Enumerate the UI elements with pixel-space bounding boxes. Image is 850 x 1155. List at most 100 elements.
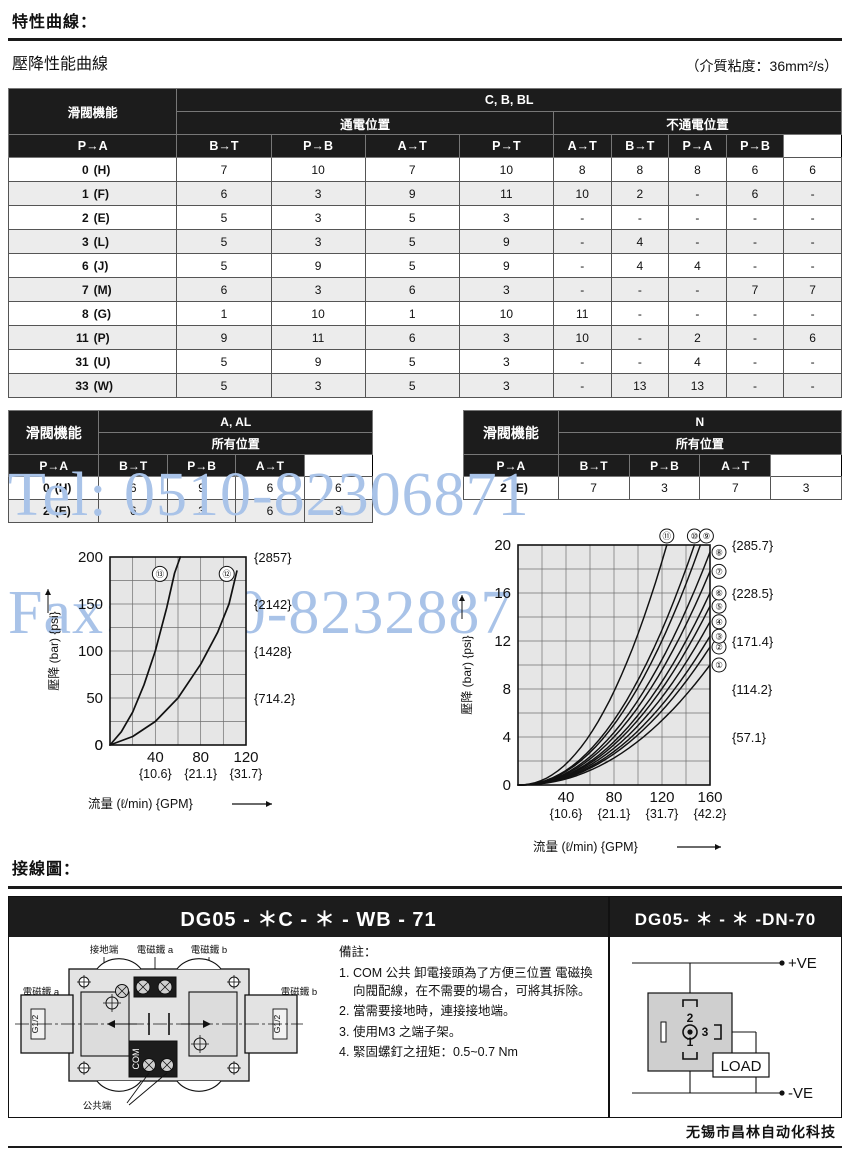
- cell-main-value: 6: [176, 277, 272, 302]
- cell-n-value: 3: [770, 476, 842, 500]
- cell-main-value: 6: [725, 157, 785, 182]
- chart-pressure-drop-right: ① ② ③ ④ ⑤ ⑥ ⑦ ⑧ ⑪ ⑩ ⑨ 0 4 8 12 16 20 {57.1} {114.2} {171.4}…: [445, 528, 850, 863]
- svg-text:1: 1: [687, 1035, 694, 1049]
- table-row: 11 (P) 9 11 6 3 10-2-6: [7, 325, 842, 350]
- cell-main-value: -: [610, 349, 670, 374]
- cell-n-value: 7: [699, 476, 772, 500]
- svg-text:LOAD: LOAD: [721, 1058, 762, 1075]
- svg-text:+VE: +VE: [788, 955, 817, 972]
- cell-main-value: -: [725, 253, 785, 278]
- cell-spool-function: 3 (L): [7, 229, 178, 254]
- table-row: 1 (F) 6 3 9 11 10 2-6-: [7, 181, 842, 206]
- table-n-group-row: 滑閥機能 N: [463, 410, 843, 455]
- cell-main-value: 6: [176, 181, 272, 206]
- svg-text:40: 40: [147, 749, 164, 766]
- cell-main-value: 3: [458, 373, 554, 398]
- svg-text:{21.1}: {21.1}: [598, 807, 631, 821]
- cell-main-value: 11: [270, 325, 366, 350]
- cell-main-value: 9: [458, 229, 554, 254]
- curve-13: [109, 556, 182, 746]
- svg-text:16: 16: [494, 585, 511, 602]
- table-row: 8 (G) 1 10 1 10 11- - - -: [7, 301, 842, 326]
- note-text: 當需要接地時，連接接地端。: [353, 1004, 516, 1019]
- cell-main-value: 6: [364, 277, 460, 302]
- curve-10: [517, 544, 696, 786]
- cell-main-value: 10: [552, 181, 612, 206]
- table-row: 3 (L) 5 3 5 9-4- - -: [7, 229, 842, 254]
- svg-text:②: ②: [715, 642, 723, 652]
- cell-main-value: -: [552, 229, 612, 254]
- wiring-header-wb71: DG05 - ＊C - ＊ - WB - 71: [9, 897, 608, 937]
- th-all-positions-n: 所有位置: [557, 432, 843, 455]
- cell-main-value: 4: [668, 349, 727, 374]
- cell-main-value: 2: [668, 325, 727, 350]
- wiring-notes: 備註： 1. COM 公共 卸電接頭為了方便三位置 電磁換向閥配線，在不需要的場合…: [339, 943, 601, 1063]
- wiring-panel-divider: [608, 897, 610, 1117]
- table-pressure-drop-cbbl: 滑閥機能 C, B, BL 通電位置 不通電位置 P→A B→T P→B A→T P→T…: [7, 88, 843, 398]
- svg-text:{228.5}: {228.5}: [732, 586, 774, 601]
- svg-text:{1428}: {1428}: [254, 644, 292, 659]
- note-marker: 1.: [339, 966, 350, 981]
- cell-main-value: 1: [176, 301, 272, 326]
- cell-main-value: 4: [668, 253, 727, 278]
- th-flowpath-main-4: A→T: [364, 134, 460, 158]
- svg-text:{10.6}: {10.6}: [550, 807, 583, 821]
- th-flowpath-main-2: B→T: [176, 134, 272, 158]
- th-flowpath-main-3: P→B: [270, 134, 366, 158]
- divider-rule-bottom: [8, 1146, 842, 1148]
- note-item: 1. COM 公共 卸電接頭為了方便三位置 電磁換向閥配線，在不需要的場合，可將其…: [339, 964, 601, 1000]
- cell-spool-function: 8 (G): [7, 301, 178, 326]
- svg-text:電磁鐵 b: 電磁鐵 b: [191, 944, 227, 956]
- svg-text:③: ③: [715, 631, 723, 641]
- svg-text:20: 20: [494, 537, 511, 554]
- cell-main-value: 11: [458, 181, 554, 206]
- th-function-a: 滑閥機能: [7, 410, 100, 455]
- cell-main-value: 5: [364, 373, 460, 398]
- svg-text:流量 (ℓ/min) {GPM}: 流量 (ℓ/min) {GPM}: [533, 840, 638, 854]
- cell-main-value: -: [783, 253, 842, 278]
- th-energized: 通電位置: [176, 111, 554, 135]
- cell-spool-function: 0 (H): [7, 476, 100, 500]
- cell-main-value: 5: [364, 205, 460, 230]
- svg-text:①: ①: [715, 660, 723, 670]
- cell-main-value: 1: [364, 301, 460, 326]
- table-header-position-row: 通電位置 不通電位置: [9, 111, 843, 135]
- cell-main-value: -: [610, 205, 670, 230]
- svg-text:{42.2}: {42.2}: [694, 807, 727, 821]
- svg-text:{31.7}: {31.7}: [646, 807, 679, 821]
- th-flowpath-main-7: B→T: [610, 134, 670, 158]
- cell-main-value: 9: [176, 325, 272, 350]
- svg-text:⑥: ⑥: [715, 588, 723, 598]
- table-body-main: 0 (H) 7 10 7 10 8 8 8 6 6 1 (F) 6 3 9 11 10 2-6-2 (E) 5 3 5 3- -…: [7, 157, 842, 398]
- th-function-n: 滑閥機能: [463, 410, 559, 455]
- svg-text:{57.1}: {57.1}: [732, 730, 767, 745]
- cell-main-value: -: [725, 349, 785, 374]
- th-group-n: N: [557, 410, 843, 433]
- svg-text:8: 8: [503, 681, 511, 698]
- svg-text:80: 80: [606, 789, 623, 806]
- cell-main-value: -: [668, 229, 727, 254]
- svg-text:COM: COM: [131, 1049, 141, 1070]
- cell-main-value: 7: [176, 157, 272, 182]
- svg-text:150: 150: [78, 596, 103, 613]
- cell-main-value: 5: [364, 349, 460, 374]
- cell-main-value: -: [783, 205, 842, 230]
- svg-text:2: 2: [687, 1011, 694, 1025]
- th-flowpath-main-8: P→A: [668, 134, 727, 158]
- cell-main-value: -: [725, 373, 785, 398]
- table-row: 6 (J) 5 9 5 9-4 4- -: [7, 253, 842, 278]
- cell-main-value: 8: [552, 157, 612, 182]
- th-group-a-al: A, AL: [98, 410, 373, 433]
- table-a-position-row: 所有位置: [9, 432, 373, 455]
- notes-list: 1. COM 公共 卸電接頭為了方便三位置 電磁換向閥配線，在不需要的場合，可將其…: [339, 964, 601, 1061]
- cell-main-value: 9: [364, 181, 460, 206]
- th-deenergized: 不通電位置: [552, 111, 843, 135]
- svg-text:0: 0: [503, 777, 511, 794]
- cell-main-value: 13: [610, 373, 670, 398]
- note-marker: 4.: [339, 1044, 350, 1059]
- svg-text:{21.1}: {21.1}: [184, 767, 217, 781]
- cell-main-value: -: [668, 205, 727, 230]
- svg-text:⑬: ⑬: [156, 569, 165, 579]
- cell-main-value: -: [783, 229, 842, 254]
